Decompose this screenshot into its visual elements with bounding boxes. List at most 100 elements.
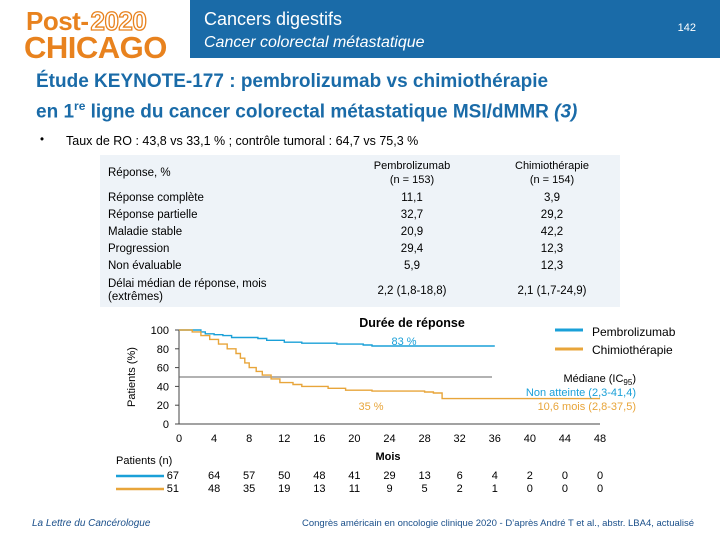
x-tick-label: 16 [313, 433, 325, 445]
median-label-end: ) [632, 373, 636, 385]
table-cell-chemo-median: 2,1 (1,7-24,9) [517, 285, 587, 297]
risk-count-pembro: 2 [527, 470, 533, 482]
risk-count-chemo: 19 [278, 483, 290, 495]
risk-count-pembro: 64 [208, 470, 220, 482]
median-label-line2: (extrêmes) [108, 291, 163, 303]
risk-count-chemo: 0 [597, 483, 603, 495]
risk-count-chemo: 9 [386, 483, 392, 495]
slide-title-line2: en 1re ligne du cancer colorectal métast… [36, 94, 696, 124]
table-cell-pembro: 20,9 [400, 226, 424, 238]
risk-count-pembro: 13 [418, 470, 430, 482]
risk-count-pembro: 57 [243, 470, 255, 482]
risk-count-chemo: 1 [492, 483, 498, 495]
table-cell-chemo: 3,9 [544, 192, 560, 204]
bullet-text: Taux de RO : 43,8 vs 33,1 % ; contrôle t… [66, 134, 419, 148]
series-line-chimiotherapie [179, 329, 600, 400]
x-tick-label: 36 [489, 433, 501, 445]
table-cell-pembro: 5,9 [404, 260, 420, 272]
table-cell-chemo: 12,3 [540, 243, 564, 255]
logo-post: Post- [26, 6, 89, 36]
pembro-header-line2: (n = 153) [389, 174, 435, 186]
risk-count-chemo: 51 [167, 483, 179, 495]
table-row-label: Réponse complète [108, 192, 204, 204]
median-label-line1: Délai médian de réponse, mois [108, 278, 267, 290]
response-table: Réponse, % Pembrolizumab (n = 153) Chimi… [100, 155, 620, 307]
x-tick-label: 48 [594, 433, 606, 445]
median-pembrolizumab: Non atteinte (2,3-41,4) [526, 387, 636, 399]
title-superscript: re [74, 99, 86, 113]
title-line2-start: en 1 [36, 101, 75, 123]
y-tick-label: 40 [157, 381, 169, 393]
table-cell-pembro: 11,1 [401, 192, 423, 204]
chart-title: Durée de réponse [359, 316, 465, 330]
duration-of-response-chart: 0204060801000675146448857351250191648132… [116, 316, 676, 495]
x-tick-label: 8 [246, 433, 252, 445]
x-tick-label: 20 [348, 433, 360, 445]
risk-count-pembro: 48 [313, 470, 325, 482]
series-line-pembrolizumab [179, 329, 495, 347]
risk-count-chemo: 13 [313, 483, 325, 495]
annotation-pembro-83: 83 % [391, 336, 416, 348]
x-tick-label: 0 [176, 433, 182, 445]
title-line2-end: ligne du cancer colorectal métastatique … [85, 101, 549, 123]
median-chimiotherapie: 10,6 mois (2,8-37,5) [538, 401, 636, 413]
x-tick-label: 44 [559, 433, 571, 445]
risk-count-chemo: 5 [422, 483, 428, 495]
y-tick-label: 100 [151, 325, 169, 337]
table-header-label: Réponse, % [108, 167, 171, 179]
table-cell-pembro-median: 2,2 (1,8-18,8) [377, 285, 447, 297]
risk-count-pembro: 0 [597, 470, 603, 482]
chemo-header-line1: Chimiothérapie [515, 160, 589, 172]
x-tick-label: 32 [454, 433, 466, 445]
slide-title: Étude KEYNOTE-177 : pembrolizumab vs chi… [36, 70, 696, 124]
x-tick-label: 4 [211, 433, 217, 445]
risk-count-pembro: 50 [278, 470, 290, 482]
risk-count-chemo: 48 [208, 483, 220, 495]
x-tick-label: 40 [524, 433, 536, 445]
title-reference: (3) [554, 101, 578, 123]
risk-count-chemo: 11 [349, 483, 360, 495]
median-label-subscript: 95 [623, 378, 632, 387]
table-row-label: Réponse partielle [108, 209, 198, 221]
legend-label-pembrolizumab: Pembrolizumab [592, 325, 676, 339]
page-number: 142 [677, 22, 696, 34]
bullet-icon: • [40, 134, 45, 146]
header-subtitle: Cancer colorectal métastatique [204, 34, 425, 51]
table-cell-chemo: 42,2 [540, 226, 564, 238]
header-title: Cancers digestifs [204, 9, 343, 29]
annotation-chemo-35: 35 % [358, 401, 383, 413]
risk-count-pembro: 67 [167, 470, 179, 482]
risk-count-chemo: 0 [527, 483, 533, 495]
y-tick-label: 80 [157, 344, 169, 356]
table-row-label-median: Délai médian de réponse, mois (extrêmes) [108, 278, 267, 304]
y-tick-label: 60 [157, 363, 169, 375]
risk-count-pembro: 4 [492, 470, 498, 482]
y-tick-label: 0 [163, 419, 169, 431]
x-axis-label: Mois [375, 451, 400, 463]
x-tick-label: 28 [418, 433, 430, 445]
table-cell-pembro: 32,7 [400, 209, 424, 221]
risk-count-pembro: 29 [383, 470, 395, 482]
x-tick-label: 12 [278, 433, 290, 445]
header-band: Cancers digestifs Cancer colorectal méta… [190, 0, 720, 58]
risk-count-chemo: 2 [457, 483, 463, 495]
pembro-header-line1: Pembrolizumab [373, 160, 451, 172]
logo-line1: Post-2020 [26, 5, 147, 37]
footer-journal: La Lettre du Cancérologue [32, 518, 151, 529]
legend-label-chimiotherapie: Chimiothérapie [592, 343, 673, 357]
table-row-label: Maladie stable [108, 226, 183, 238]
table-cell-chemo: 29,2 [540, 209, 564, 221]
table-cell-pembro: 29,4 [400, 243, 424, 255]
risk-count-chemo: 0 [562, 483, 568, 495]
risk-count-pembro: 0 [562, 470, 568, 482]
y-axis-label: Patients (%) [126, 347, 138, 407]
risk-count-pembro: 6 [457, 470, 463, 482]
risk-table-title: Patients (n) [116, 455, 172, 467]
table-header-chemo: Chimiothérapie (n = 154) [492, 159, 612, 187]
table-row-label: Progression [108, 243, 170, 255]
table-row-label: Non évaluable [108, 260, 182, 272]
post-chicago-logo: Post-2020 CHICAGO [22, 5, 172, 65]
y-tick-label: 20 [157, 400, 169, 412]
risk-count-pembro: 41 [348, 470, 360, 482]
slide-title-line1: Étude KEYNOTE-177 : pembrolizumab vs chi… [36, 71, 549, 92]
